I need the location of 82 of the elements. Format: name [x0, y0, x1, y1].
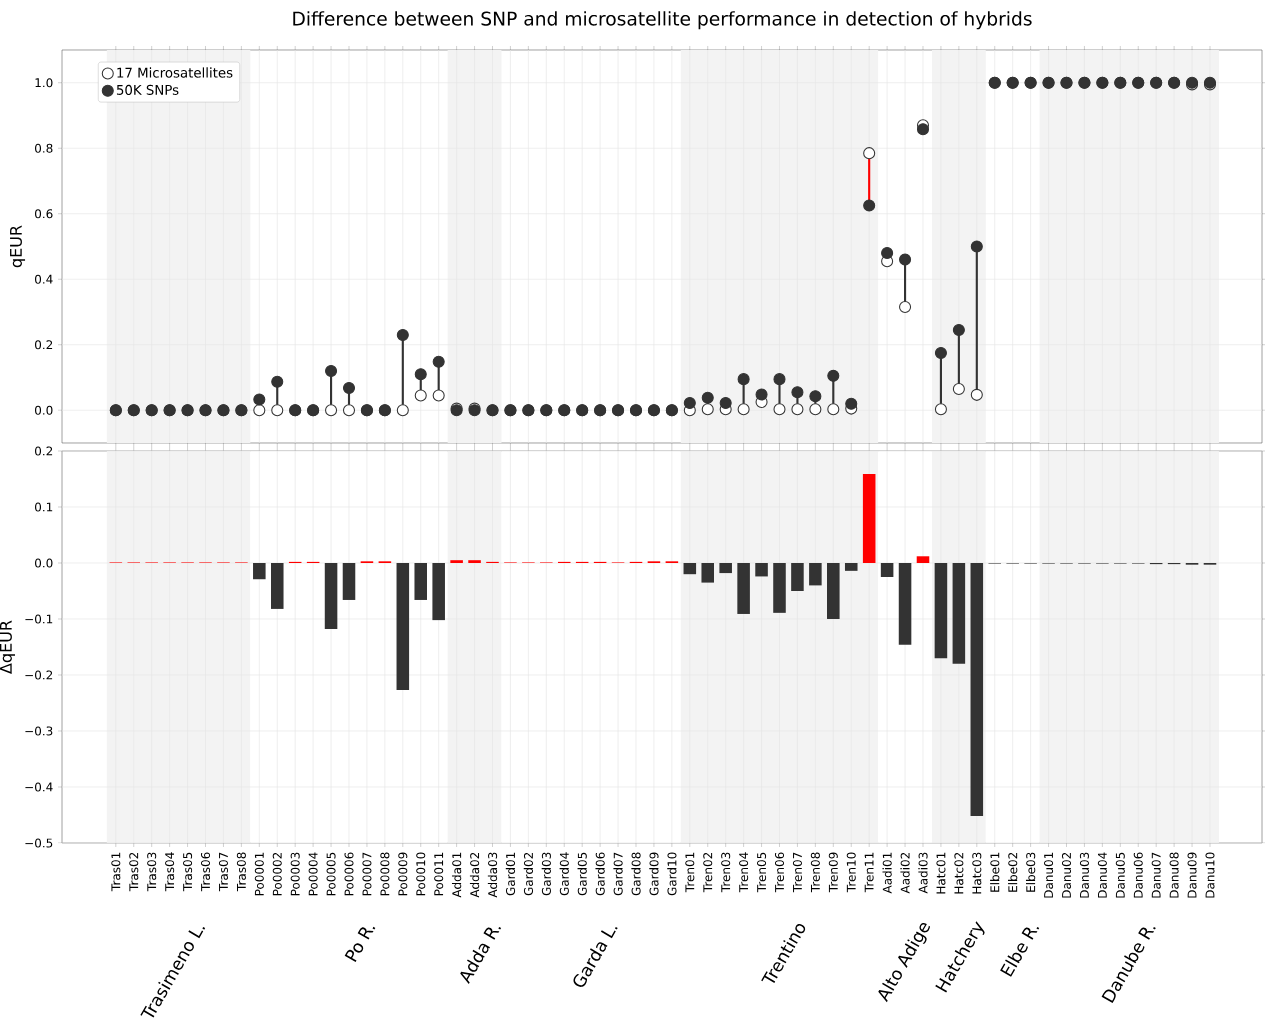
x-tick-label: Adda01 — [451, 852, 462, 898]
x-tick-label: Po0001 — [254, 852, 264, 896]
x-tick-label: Adda03 — [487, 852, 498, 898]
x-tick-label: Po0005 — [326, 852, 336, 896]
x-tick-label: Hatc01 — [936, 852, 946, 894]
x-tick-label: Gard04 — [559, 852, 569, 896]
x-tick-label: Tras01 — [111, 852, 121, 892]
x-tick-label: Gard03 — [541, 852, 551, 896]
x-tick-label: Aadi03 — [918, 852, 928, 894]
y-tick-label: 0.4 — [35, 274, 53, 284]
x-tick-label: Tren02 — [703, 852, 713, 893]
y-tick-label: 1.0 — [35, 78, 53, 88]
legend-label: 50K SNPs — [116, 84, 179, 95]
x-tick-label: Po0008 — [380, 852, 390, 896]
y-axis-title: ΔqEUR — [0, 620, 15, 674]
x-tick-label: Tren05 — [757, 852, 767, 893]
x-tick-label: Po0006 — [344, 852, 354, 896]
x-tick-label: Danu05 — [1115, 852, 1125, 898]
x-tick-label: Gard07 — [613, 852, 623, 896]
text: Po R. — [344, 926, 376, 962]
y-tick-label: 0.8 — [35, 143, 53, 153]
y-tick-label: 0.1 — [35, 502, 53, 512]
x-tick-label: Tras02 — [129, 852, 139, 892]
x-tick-label: Po0011 — [434, 852, 444, 896]
x-tick-label: Tras03 — [147, 852, 157, 892]
y-tick-label: −0.4 — [25, 782, 53, 792]
x-tick-label: Danu01 — [1044, 852, 1054, 898]
chart-title: Difference between SNP and microsatellite performance in detection of hybrids — [293, 11, 1032, 30]
x-tick-label: Tren06 — [774, 852, 785, 893]
y-axis-title: qEUR — [10, 225, 26, 268]
x-tick-label: Tren10 — [846, 852, 856, 893]
x-tick-label: Po0004 — [308, 852, 318, 896]
y-tick-label: −0.3 — [25, 726, 53, 736]
x-tick-label: Po0007 — [362, 852, 372, 896]
x-tick-label: Po0009 — [398, 852, 408, 896]
x-tick-label: Gard02 — [523, 852, 534, 896]
x-tick-label: Gard09 — [649, 852, 659, 896]
x-tick-label: Danu07 — [1151, 852, 1161, 898]
x-tick-label: Tren09 — [828, 852, 838, 893]
x-tick-label: Elbe01 — [990, 852, 1000, 892]
x-tick-label: Danu08 — [1169, 852, 1179, 898]
x-tick-label: Tren08 — [810, 852, 820, 893]
x-tick-label: Aadi01 — [882, 852, 892, 894]
y-tick-label: 0.2 — [35, 446, 53, 456]
y-tick-label: 0.0 — [35, 405, 53, 415]
x-tick-label: Danu04 — [1097, 852, 1107, 898]
x-tick-label: Po0010 — [416, 852, 426, 896]
x-tick-label: Gard01 — [505, 852, 516, 896]
y-tick-label: −0.2 — [25, 670, 53, 680]
x-tick-label: Adda02 — [469, 852, 480, 898]
legend-label: 17 Microsatellites — [117, 67, 233, 78]
x-tick-label: Danu02 — [1061, 852, 1072, 898]
x-tick-label: Tras07 — [218, 852, 228, 892]
x-tick-label: Gard05 — [577, 852, 587, 896]
y-tick-label: −0.5 — [25, 838, 53, 848]
x-tick-label: Gard08 — [631, 852, 641, 896]
x-tick-label: Elbe03 — [1025, 852, 1036, 892]
x-tick-label: Aadi02 — [900, 852, 910, 894]
x-tick-label: Hatc02 — [954, 852, 964, 894]
x-tick-label: Tras04 — [165, 852, 175, 892]
x-tick-label: Tren03 — [721, 852, 731, 893]
x-tick-label: Danu09 — [1187, 852, 1197, 898]
x-tick-label: Tren11 — [864, 852, 874, 893]
x-tick-label: Po0002 — [272, 852, 282, 896]
x-tick-label: Tras08 — [236, 852, 246, 892]
x-tick-label: Danu06 — [1133, 852, 1143, 898]
x-tick-label: Tren07 — [792, 852, 802, 893]
x-tick-label: Hatc03 — [972, 852, 982, 894]
x-tick-label: Gard10 — [667, 852, 677, 896]
y-tick-label: 0.2 — [35, 340, 53, 350]
y-tick-label: 0.6 — [35, 209, 53, 219]
x-tick-label: Gard06 — [595, 852, 605, 896]
x-tick-label: Tren01 — [685, 852, 695, 893]
x-tick-label: Danu10 — [1205, 852, 1215, 898]
x-tick-label: Tren04 — [739, 852, 749, 893]
x-tick-label: Tras05 — [183, 852, 193, 892]
x-tick-label: Po0003 — [290, 852, 300, 896]
y-tick-label: −0.1 — [25, 614, 53, 624]
x-tick-label: Danu03 — [1079, 852, 1089, 898]
y-tick-label: 0.0 — [35, 558, 53, 568]
x-tick-label: Tras06 — [200, 852, 211, 892]
x-tick-label: Elbe02 — [1008, 852, 1018, 892]
